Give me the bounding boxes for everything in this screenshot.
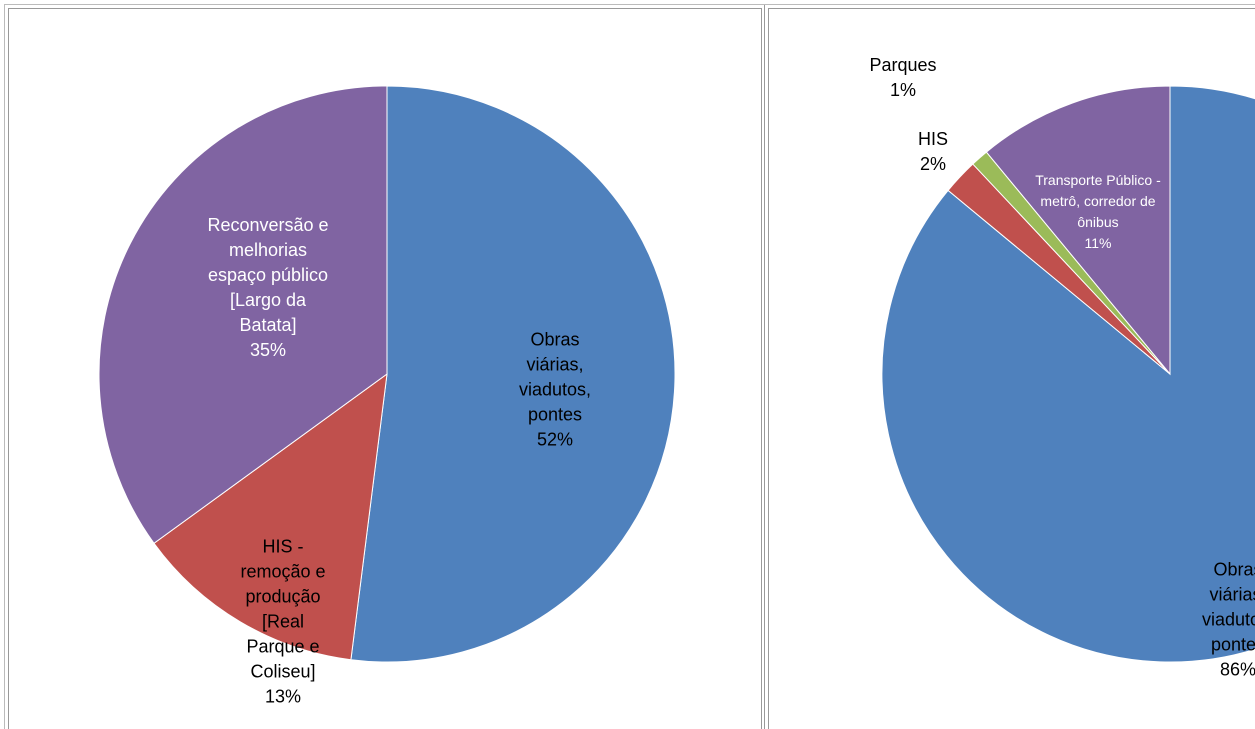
pie-slice <box>153 372 388 661</box>
category-label: Obras viárias, viadutos, pontes <box>518 329 592 425</box>
slice-label: Reconversão e melhorias espaço público [… <box>203 213 333 363</box>
category-label: HIS <box>917 129 948 149</box>
value-label: 1% <box>889 80 916 100</box>
cell-border <box>8 8 762 729</box>
value-label: 13% <box>264 686 302 707</box>
value-label: 11% <box>1084 235 1112 251</box>
value-label: 86% <box>1219 659 1255 680</box>
slice-label: Transporte Público - metrô, corredor de … <box>1033 170 1163 254</box>
pie-slice <box>881 85 1255 663</box>
slice-label: Obras viárias, viadutos, pontes 52% <box>500 328 610 453</box>
slice-label: Parques 1% <box>863 53 943 103</box>
category-label: HIS - remoção e produção [Real Parque e … <box>240 536 326 682</box>
value-label: 2% <box>919 154 946 174</box>
value-label: 52% <box>536 429 574 450</box>
category-label: Obras viárias, viadutos, pontes <box>1201 559 1255 655</box>
pie-slice <box>350 85 676 663</box>
category-label: Transporte Público - metrô, corredor de … <box>1035 172 1161 230</box>
pie-slice <box>98 85 388 544</box>
value-label: 35% <box>249 340 287 360</box>
cell-border <box>768 8 1255 729</box>
slice-label: HIS - remoção e produção [Real Parque e … <box>233 535 333 710</box>
slice-label: Obras viárias, viadutos, pontes 86% <box>1188 558 1255 683</box>
category-label: Parques <box>869 55 937 75</box>
slice-label: HIS 2% <box>903 127 963 177</box>
pie-slice <box>985 85 1171 376</box>
category-label: Reconversão e melhorias espaço público [… <box>207 215 329 335</box>
table-border <box>4 4 1255 729</box>
